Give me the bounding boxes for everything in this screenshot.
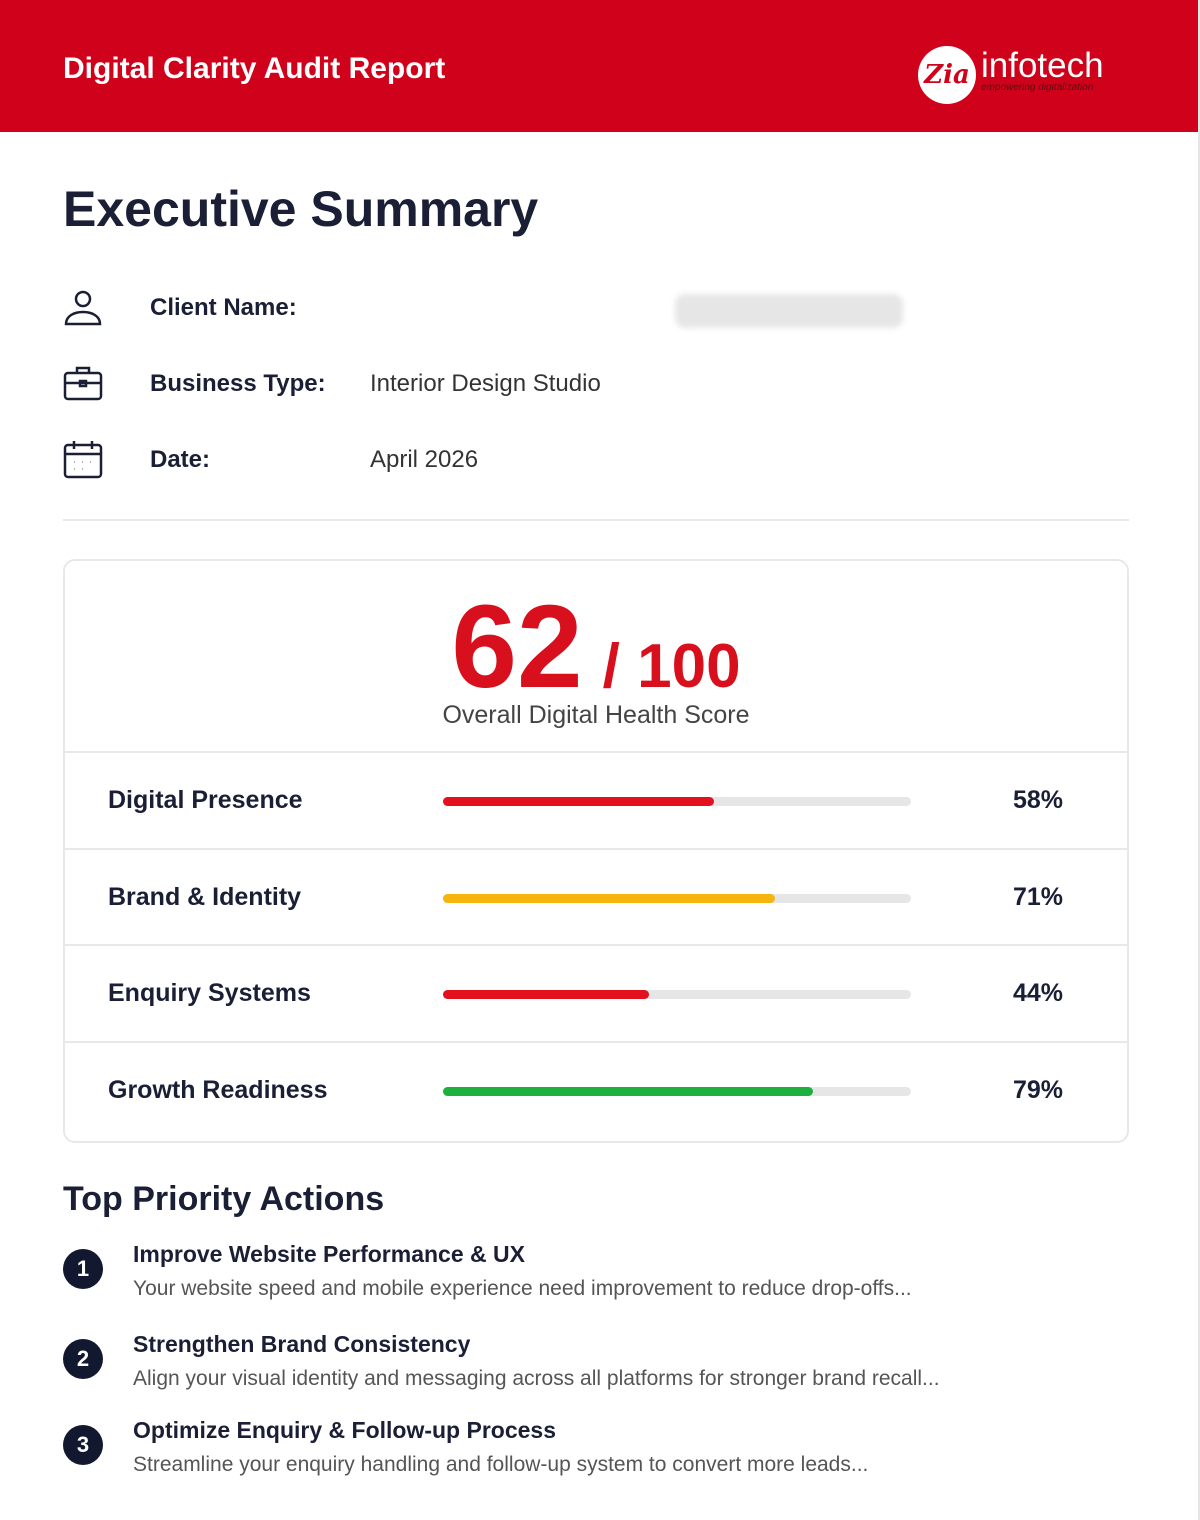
info-label: Client Name: (150, 294, 297, 321)
score-card: 62 / 100 Overall Digital Health Score Dig… (63, 559, 1129, 1143)
info-value: Interior Design Studio (370, 370, 601, 397)
overall-score: 62 / 100 (65, 579, 1127, 715)
date-row: Date: April 2026 (63, 440, 478, 480)
metric-percent: 44% (1013, 979, 1064, 1007)
action-number-badge: 2 (63, 1339, 103, 1379)
user-icon (64, 290, 102, 326)
actions-title: Top Priority Actions (63, 1180, 385, 1218)
business-type-row: Business Type: Interior Design Studio (63, 364, 601, 404)
metric-row: Enquiry Systems 44% (65, 944, 1127, 1040)
logo-name: infotech (981, 46, 1104, 85)
metric-row: Growth Readiness 79% (65, 1040, 1127, 1137)
metric-percent: 71% (1013, 882, 1064, 911)
action-description: Align your visual identity and messaging… (133, 1367, 940, 1390)
logo-mark: Zia (918, 46, 976, 104)
metric-label: Digital Presence (108, 786, 303, 814)
client-name-row: Client Name: (63, 288, 903, 328)
info-label: Date: (150, 446, 211, 473)
progress-track (443, 797, 911, 806)
company-logo: Zia infotech empowering digitalization (918, 46, 1104, 104)
progress-fill (443, 990, 649, 999)
score-value: 62 (451, 581, 583, 713)
progress-fill (443, 893, 776, 903)
metric-label: Growth Readiness (108, 1075, 328, 1104)
action-number-badge: 3 (63, 1425, 103, 1465)
logo-tagline: empowering digitalization (981, 82, 1094, 93)
info-value: April 2026 (370, 446, 479, 473)
score-max: / 100 (602, 632, 741, 701)
metric-percent: 58% (1013, 786, 1064, 814)
metric-row: Digital Presence 58% (65, 751, 1127, 847)
info-label: Business Type: (150, 370, 326, 397)
briefcase-icon (63, 366, 103, 401)
calendar-icon (63, 441, 103, 479)
progress-fill (443, 1086, 813, 1096)
progress-track (443, 893, 911, 903)
metric-row: Brand & Identity 71% (65, 847, 1127, 944)
report-title: Digital Clarity Audit Report (63, 52, 446, 85)
action-title: Strengthen Brand Consistency (133, 1331, 471, 1357)
progress-track (443, 1086, 911, 1096)
action-description: Streamline your enquiry handling and fol… (133, 1453, 869, 1476)
metric-percent: 79% (1013, 1075, 1064, 1104)
metric-label: Enquiry Systems (108, 979, 311, 1007)
score-label: Overall Digital Health Score (442, 701, 750, 729)
metric-label: Brand & Identity (108, 882, 302, 911)
divider (63, 519, 1129, 521)
action-title: Optimize Enquiry & Follow-up Process (133, 1417, 556, 1443)
page-edge (1198, 0, 1200, 1520)
page-title: Executive Summary (63, 181, 539, 237)
report-header: Digital Clarity Audit Report Zia infotec… (0, 0, 1198, 132)
action-number-badge: 1 (63, 1249, 103, 1289)
progress-track (443, 990, 911, 999)
progress-fill (443, 797, 715, 806)
action-description: Your website speed and mobile experience… (133, 1277, 912, 1300)
action-title: Improve Website Performance & UX (133, 1241, 525, 1267)
